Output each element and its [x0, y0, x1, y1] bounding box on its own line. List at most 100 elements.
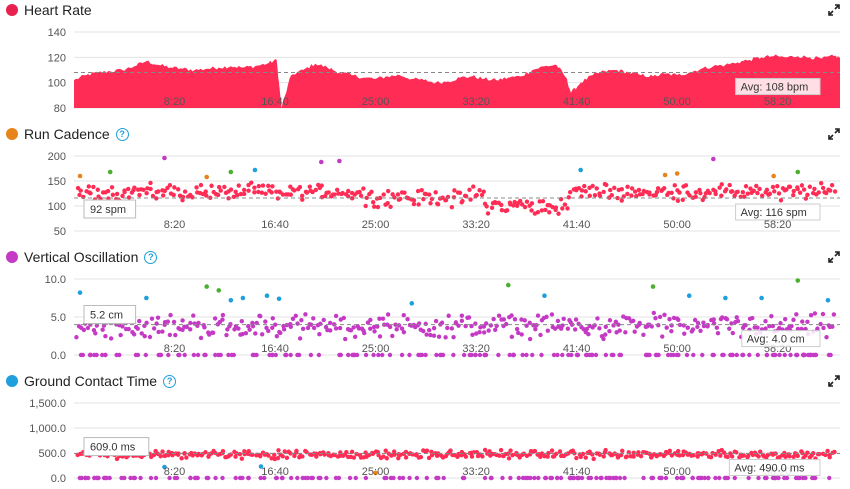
data-point — [512, 317, 518, 322]
data-point — [718, 453, 723, 458]
data-point — [560, 323, 565, 328]
data-point — [269, 190, 274, 195]
data-point — [394, 327, 399, 332]
expand-icon[interactable] — [828, 375, 840, 387]
data-point — [300, 454, 305, 459]
data-point — [254, 320, 259, 326]
average-label-box — [741, 330, 821, 348]
run-cadence-chart[interactable]: 200 150 100 50 8:20 16:40 25:00 33:20 41:40 50:00… — [0, 144, 850, 248]
data-point — [280, 454, 285, 459]
data-point — [384, 456, 390, 461]
data-point — [334, 187, 340, 192]
data-point — [324, 475, 329, 481]
data-point — [202, 325, 207, 330]
data-point — [341, 315, 347, 321]
data-point — [191, 313, 196, 318]
data-point — [270, 316, 275, 321]
data-point — [656, 323, 661, 328]
data-point — [448, 448, 453, 453]
data-point — [770, 475, 776, 481]
data-point — [407, 475, 412, 481]
outlier-point — [258, 464, 264, 469]
average-label-box — [728, 459, 821, 476]
data-point — [297, 184, 303, 190]
data-point — [310, 475, 315, 481]
average-label-box — [735, 78, 821, 96]
data-point — [811, 451, 816, 456]
average-label: Avg: 4.0 cm — [747, 334, 805, 346]
data-point — [310, 189, 315, 195]
data-point — [419, 187, 424, 193]
data-point — [275, 455, 281, 461]
data-point — [695, 320, 701, 326]
data-point — [345, 352, 351, 358]
data-point — [295, 475, 300, 481]
vertical-oscillation-chart[interactable]: 10.0 5.0 0.0 8:20 16:40 25:00 33:20 41:40 50:00 5… — [0, 267, 850, 371]
data-point — [195, 475, 200, 481]
data-point — [691, 352, 696, 358]
data-point — [584, 326, 590, 332]
data-point — [538, 332, 543, 338]
help-icon[interactable]: ? — [115, 127, 129, 141]
data-point — [132, 185, 137, 190]
y-tick-label: 0.0 — [51, 473, 66, 485]
data-point — [558, 475, 564, 481]
data-point — [655, 186, 661, 191]
data-point — [400, 475, 406, 481]
data-point — [275, 196, 281, 201]
data-point — [218, 188, 223, 193]
data-point — [740, 189, 746, 195]
data-point — [797, 190, 803, 195]
data-point — [649, 324, 654, 329]
data-point — [415, 188, 421, 194]
data-point — [332, 452, 337, 458]
data-point — [629, 193, 634, 198]
data-point — [319, 183, 324, 188]
data-point — [154, 321, 159, 326]
data-point — [775, 183, 780, 189]
data-point — [801, 187, 807, 192]
callout-box — [83, 304, 137, 324]
help-icon[interactable]: ? — [144, 250, 158, 264]
expand-icon[interactable] — [828, 251, 840, 263]
data-point — [550, 204, 555, 210]
outlier-point — [795, 169, 801, 175]
data-point — [510, 352, 516, 358]
data-point — [451, 334, 456, 340]
data-point — [603, 324, 608, 329]
data-point — [440, 352, 446, 358]
data-point — [543, 475, 549, 481]
data-point — [784, 187, 789, 192]
data-point — [654, 189, 660, 195]
data-point — [252, 190, 257, 195]
data-point — [650, 475, 656, 481]
data-point — [288, 184, 293, 189]
data-point — [613, 319, 619, 325]
heart-rate-chart[interactable]: 140 120 100 80 8:20 16:40 25:00 33:20 41:40 50:00… — [0, 20, 850, 120]
data-point — [816, 190, 821, 195]
data-point — [831, 312, 837, 317]
data-point — [435, 202, 441, 207]
data-point — [625, 184, 630, 190]
data-point — [576, 321, 581, 326]
data-point — [489, 205, 495, 210]
data-point — [240, 331, 245, 337]
expand-icon[interactable] — [828, 128, 840, 140]
data-point — [216, 184, 222, 190]
data-point — [180, 194, 186, 200]
expand-icon[interactable] — [828, 4, 840, 16]
data-point — [239, 319, 244, 324]
data-point — [114, 191, 120, 197]
data-point — [126, 195, 132, 200]
outlier-point — [228, 169, 234, 175]
help-icon[interactable]: ? — [163, 374, 177, 388]
data-point — [729, 189, 735, 194]
data-point — [266, 183, 271, 188]
x-tick-label: 8:20 — [164, 343, 185, 355]
ground-contact-time-chart[interactable]: 1,500.0 1,000.0 500.0 0.0 8:20 16:40 25:00 33:2… — [0, 391, 850, 489]
data-point — [256, 183, 262, 189]
data-point — [539, 208, 545, 213]
data-point — [588, 475, 594, 481]
y-tick-label: 120 — [48, 52, 66, 64]
data-point — [527, 336, 533, 342]
